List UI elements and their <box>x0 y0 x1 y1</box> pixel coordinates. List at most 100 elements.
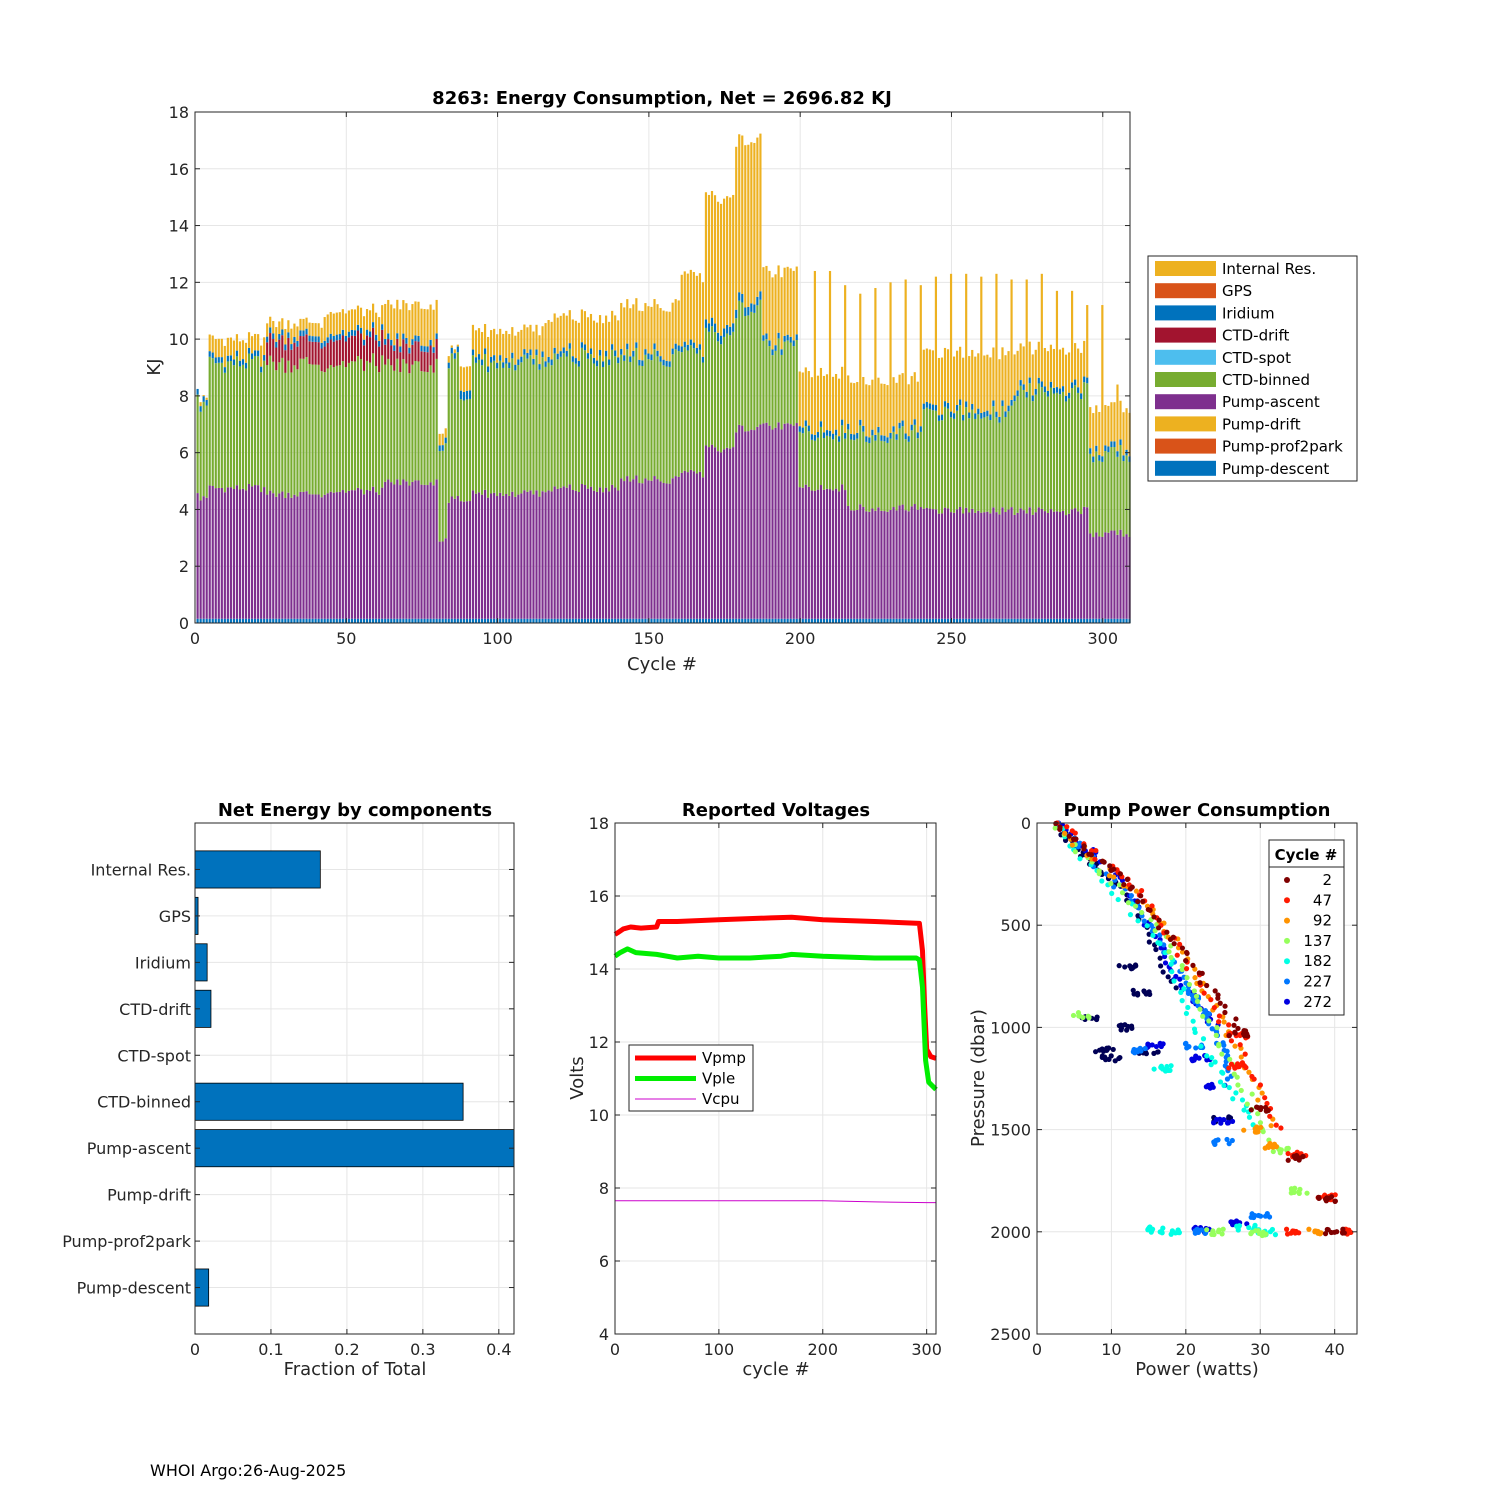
energy-bar-ctd-binned <box>305 357 308 492</box>
energy-bar-internal-res- <box>372 303 375 323</box>
energy-bar-iridium <box>886 437 889 443</box>
pump-point <box>1116 1055 1122 1062</box>
energy-bar-pump-ascent <box>244 490 248 619</box>
energy-bar-ctd-binned <box>266 365 269 495</box>
energy-bar-pump-descent <box>486 618 490 623</box>
energy-bar-pump-ascent <box>465 501 468 619</box>
legend-marker <box>1284 897 1290 904</box>
energy-bar-pump-ascent <box>883 511 886 619</box>
energy-bar-internal-res- <box>1110 402 1113 442</box>
energy-bar-pump-ascent <box>946 508 950 619</box>
energy-bar-internal-res- <box>1019 343 1022 381</box>
energy-bar-pump-ascent <box>241 488 245 619</box>
energy-bar-pump-ascent <box>453 498 456 619</box>
y-tick-label: 4 <box>599 1325 609 1344</box>
energy-bar-iridium <box>850 433 853 440</box>
energy-bar-ctd-binned <box>553 353 556 487</box>
energy-bar-pump-descent <box>423 618 426 623</box>
energy-bar-internal-res- <box>423 309 426 347</box>
energy-bar-pump-ascent <box>250 486 254 619</box>
energy-bar-ctd-binned <box>719 344 723 453</box>
energy-bar-ctd-binned <box>931 410 934 510</box>
energy-bar-internal-res- <box>1092 413 1095 457</box>
energy-bar-iridium <box>608 359 611 366</box>
energy-bar-iridium <box>250 353 254 360</box>
energy-bar-pump-ascent <box>1104 532 1107 619</box>
pump-point <box>1233 1016 1239 1022</box>
energy-bar-ctd-binned <box>586 358 590 489</box>
energy-bar-iridium <box>738 292 741 301</box>
energy-bar-ctd-binned <box>396 358 399 480</box>
energy-bar-internal-res- <box>880 383 883 436</box>
energy-bar-ctd-binned <box>505 363 508 495</box>
energy-bar-internal-res- <box>441 433 444 446</box>
energy-bar-internal-res- <box>1007 351 1010 406</box>
energy-bar-internal-res- <box>432 309 435 348</box>
energy-bar-pump-ascent <box>368 490 372 619</box>
energy-bar-ctd-binned <box>502 367 505 496</box>
energy-bar-iridium <box>1110 441 1113 448</box>
energy-bar-ctd-binned <box>810 439 813 491</box>
energy-bar-pump-ascent <box>396 479 399 619</box>
energy-bar-internal-res- <box>468 366 472 391</box>
x-tick-label: 20 <box>1176 1340 1196 1359</box>
energy-bar-ctd-binned <box>229 361 232 488</box>
energy-bar-pump-descent <box>592 618 596 623</box>
energy-bar-iridium <box>707 323 711 332</box>
pump-point <box>1239 1097 1246 1103</box>
energy-bar-iridium <box>771 349 774 356</box>
energy-bar-internal-res- <box>571 319 574 357</box>
pump-point <box>1270 1148 1276 1155</box>
energy-bar-pump-ascent <box>844 490 847 619</box>
energy-bar-iridium <box>595 360 599 367</box>
pump-point <box>1244 1101 1250 1107</box>
energy-bar-pump-descent <box>1077 618 1080 623</box>
energy-bar-internal-res- <box>974 356 977 414</box>
energy-bar-iridium <box>372 322 375 328</box>
energy-bar-pump-ascent <box>347 490 350 619</box>
energy-bar-pump-descent <box>729 618 732 623</box>
energy-bar-ctd-drift <box>296 346 299 370</box>
energy-bar-ctd-binned <box>1016 396 1019 513</box>
x-tick-label: 0.2 <box>334 1340 359 1359</box>
energy-bar-ctd-binned <box>226 361 229 488</box>
x-tick-label: 40 <box>1324 1340 1344 1359</box>
energy-bar-iridium <box>729 326 732 336</box>
pump-point <box>1140 898 1146 904</box>
legend-label: Vple <box>702 1070 735 1088</box>
energy-bar-pump-ascent <box>1089 533 1092 619</box>
energy-bar-pump-descent <box>1086 618 1089 623</box>
energy-bar-iridium <box>762 335 765 341</box>
energy-bar-internal-res- <box>1001 347 1004 401</box>
energy-bar-iridium <box>617 357 620 364</box>
energy-bar-pump-descent <box>450 618 453 623</box>
energy-bar-ctd-binned <box>946 408 950 509</box>
energy-bar-iridium <box>952 413 956 419</box>
energy-bar-iridium <box>810 434 813 440</box>
energy-bar-ctd-binned <box>1107 452 1110 533</box>
pump-point <box>1224 1076 1231 1082</box>
energy-bar-pump-descent <box>828 618 832 623</box>
energy-bar-internal-res- <box>281 318 284 330</box>
energy-bar-ctd-binned <box>429 365 432 483</box>
energy-bar-internal-res- <box>922 349 925 404</box>
energy-bar-internal-res- <box>1046 351 1049 391</box>
pump-point <box>1219 1231 1225 1237</box>
energy-bar-internal-res- <box>659 308 662 357</box>
energy-bar-internal-res- <box>919 285 922 427</box>
energy-bar-pump-ascent <box>880 510 883 619</box>
pump-point <box>1193 993 1200 999</box>
energy-bar-ctd-binned <box>986 416 989 512</box>
energy-bar-pump-ascent <box>589 486 593 619</box>
energy-bar-internal-res- <box>783 267 786 336</box>
pump-point <box>1232 1065 1238 1071</box>
energy-bar-pump-ascent <box>393 484 396 619</box>
energy-bar-pump-ascent <box>490 493 493 619</box>
energy-bar-pump-descent <box>1049 618 1052 623</box>
energy-bar-internal-res- <box>538 335 541 365</box>
pump-point <box>1157 955 1163 961</box>
energy-bar-iridium <box>526 352 529 359</box>
legend-label: 92 <box>1313 912 1332 930</box>
energy-bar-ctd-binned <box>1122 461 1125 537</box>
energy-bar-pump-descent <box>278 618 281 623</box>
